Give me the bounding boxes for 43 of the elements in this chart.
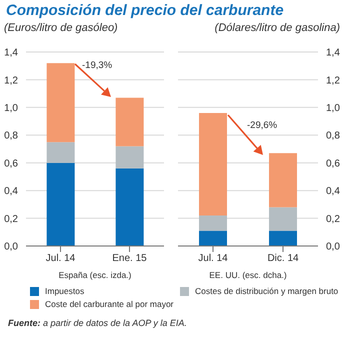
- y-tick-label: 0,8: [326, 130, 340, 142]
- bar: [269, 207, 297, 231]
- bar: [199, 112, 227, 216]
- bar: [269, 153, 297, 208]
- y-tick-label: 1,4: [326, 48, 340, 59]
- y-tick-label: 0,2: [326, 214, 340, 225]
- bar: [46, 142, 75, 163]
- y-axis-title: (Euros/litro de gasóleo): [4, 22, 118, 34]
- x-tick-label: Dic. 14: [267, 253, 299, 264]
- source-note: Fuente: a partir de datos de la AOP y la EIA.: [8, 318, 187, 328]
- y-tick-label: 0,4: [4, 186, 18, 198]
- bar: [116, 146, 144, 168]
- x-axis-title: España (esc. izda.): [58, 270, 132, 280]
- legend-label: Impuestos: [45, 286, 84, 296]
- y-tick-label: 0,6: [4, 158, 18, 170]
- y-tick-label: 1,0: [326, 102, 340, 114]
- y-tick-label: 1,4: [4, 48, 18, 59]
- y-tick-label: 0,8: [4, 130, 18, 142]
- y-tick-label: 0,2: [4, 214, 18, 225]
- x-axis-title: EE. UU. (esc. dcha.): [209, 270, 287, 280]
- y-tick-label: 0,6: [326, 158, 340, 170]
- legend-label: Costes de distribución y margen bruto: [195, 286, 338, 296]
- bar: [269, 230, 297, 246]
- y-axis-title: (Dólares/litro de gasolina): [214, 22, 340, 34]
- y-tick-label: 1,2: [4, 75, 18, 86]
- x-tick-label: Ene. 15: [112, 253, 148, 264]
- bar: [116, 98, 144, 146]
- bar: [199, 230, 227, 246]
- bar: [46, 162, 75, 246]
- bar: [46, 63, 75, 142]
- y-tick-label: 0,4: [326, 186, 340, 198]
- y-tick-label: 0,0: [326, 242, 340, 253]
- annotation: -29,6%: [247, 120, 278, 131]
- y-tick-label: 1,0: [4, 102, 18, 114]
- x-tick-label: Jul. 14: [198, 253, 228, 264]
- y-tick-label: 0,0: [4, 242, 18, 253]
- bar: [199, 216, 227, 231]
- x-tick-label: Jul. 14: [46, 253, 76, 264]
- annotation: -19,3%: [82, 60, 113, 71]
- chart-title: Composición del precio del carburante: [6, 2, 284, 19]
- bar: [116, 168, 144, 246]
- y-tick-label: 1,2: [326, 75, 340, 86]
- legend-label: Coste del carburante al por mayor: [45, 299, 174, 309]
